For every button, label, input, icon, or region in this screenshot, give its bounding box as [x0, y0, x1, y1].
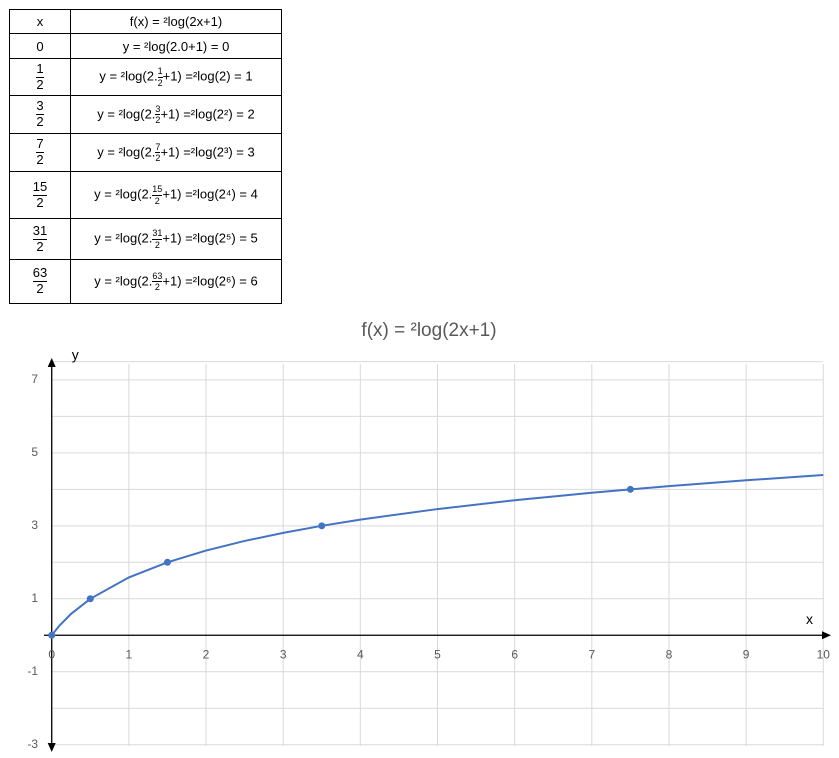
numerator: 15: [152, 184, 163, 195]
numerator: 7: [36, 136, 44, 152]
numerator: 1: [36, 60, 44, 76]
numerator: 1: [157, 66, 163, 77]
denominator: 2: [152, 238, 163, 250]
x-tick-label: 3: [280, 647, 287, 661]
table-row: 31 2 y = ²log(2. 31 2 +1) =²log(2⁵) = 5: [9, 218, 282, 260]
x-axis-label: x: [806, 611, 813, 627]
y-axis-arrow: [47, 358, 56, 367]
y-tick-label: -1: [27, 664, 38, 678]
x-tick-label: 9: [743, 647, 750, 661]
denominator: 2: [155, 152, 161, 163]
point: [48, 631, 56, 639]
fraction: 31 2: [152, 228, 163, 250]
x-tick-label: 2: [203, 647, 210, 661]
y-axis-label: y: [72, 347, 79, 363]
formula-text: y = ²log(2.: [97, 105, 156, 121]
formula-cell: y = ²log(2. 3 2 +1) =²log(2²) = 2: [70, 95, 282, 134]
formula-text: +1) =²log(2³) = 3: [160, 143, 255, 159]
formula-cell: y = ²log(2. 7 2 +1) =²log(2³) = 3: [70, 133, 282, 172]
formula-cell: y = ²log(2. 63 2 +1) =²log(2⁶) = 6: [70, 259, 282, 304]
y-tick-label: -3: [27, 737, 38, 751]
y-tick-label: 1: [31, 591, 38, 605]
x-cell: 63 2: [9, 259, 71, 304]
denominator: 2: [36, 114, 44, 129]
formula-text: +1) =²log(2⁴) = 4: [162, 186, 258, 202]
formula-text: y = ²log(2.: [94, 272, 153, 288]
x-tick-label: 8: [666, 647, 673, 661]
point: [163, 558, 171, 566]
formula-text: y = ²log(2.: [94, 230, 153, 246]
numerator: 63: [32, 265, 48, 281]
numerator: 63: [152, 270, 163, 281]
y-tick-label: 7: [31, 372, 38, 386]
x-tick-label: 1: [126, 647, 133, 661]
numerator: 31: [32, 222, 48, 238]
formula-text: y = ²log(2.: [99, 68, 158, 84]
point: [86, 595, 94, 603]
point: [626, 485, 634, 493]
chart-title: f(x) = ²log(2x+1): [361, 320, 496, 341]
formula-text: y = ²log(2.: [97, 143, 156, 159]
formula-cell: y = ²log(2. 31 2 +1) =²log(2⁵) = 5: [70, 218, 282, 260]
numerator: 7: [155, 141, 161, 152]
denominator: 2: [152, 194, 163, 206]
formula-cell: y = ²log(2. 15 2 +1) =²log(2⁴) = 4: [70, 171, 282, 219]
fraction: 31 2: [32, 222, 48, 255]
formula-text: +1) =²log(2⁵) = 5: [162, 230, 258, 246]
fraction: 63 2: [152, 270, 163, 293]
point: [318, 522, 326, 530]
denominator: 2: [155, 114, 161, 125]
numerator: 3: [36, 98, 44, 114]
x-cell: 31 2: [9, 218, 71, 260]
formula-text: +1) =²log(2⁶) = 6: [162, 272, 258, 288]
denominator: 2: [152, 281, 163, 292]
x-tick-label: 4: [357, 647, 364, 661]
y-tick-label: 3: [31, 518, 38, 532]
y-tick-label: 5: [31, 445, 38, 459]
x-tick-label: 6: [511, 647, 518, 661]
denominator: 2: [32, 194, 48, 211]
denominator: 2: [32, 238, 48, 255]
numerator: 31: [152, 228, 163, 239]
denominator: 2: [36, 152, 44, 167]
x-tick-label: 7: [588, 647, 595, 661]
numerator: 3: [155, 103, 161, 114]
formula-text: +1) =²log(2²) = 2: [160, 105, 255, 121]
x-tick-label: 5: [434, 647, 441, 661]
fraction: 15 2: [32, 178, 48, 211]
formula-cell: y = ²log(2. 1 2 +1) =²log(2) = 1: [70, 58, 282, 96]
denominator: 2: [32, 281, 48, 297]
y-axis-arrow: [47, 743, 56, 752]
formula-text: +1) =²log(2) = 1: [162, 68, 253, 84]
table-row: 15 2 y = ²log(2. 15 2 +1) =²log(2⁴) = 4: [9, 171, 282, 219]
x-axis-arrow: [822, 631, 831, 640]
denominator: 2: [157, 76, 163, 88]
curve: [50, 474, 824, 636]
denominator: 2: [36, 76, 44, 92]
formula-text: y = ²log(2.: [94, 186, 153, 202]
numerator: 15: [32, 178, 48, 194]
x-tick-label: 0: [48, 647, 55, 661]
table-row: 63 2 y = ²log(2. 63 2 +1) =²log(2⁶) = 6: [9, 259, 282, 304]
x-tick-label: 10: [817, 647, 831, 661]
fraction: 63 2: [32, 265, 48, 297]
fraction: 15 2: [152, 184, 163, 206]
